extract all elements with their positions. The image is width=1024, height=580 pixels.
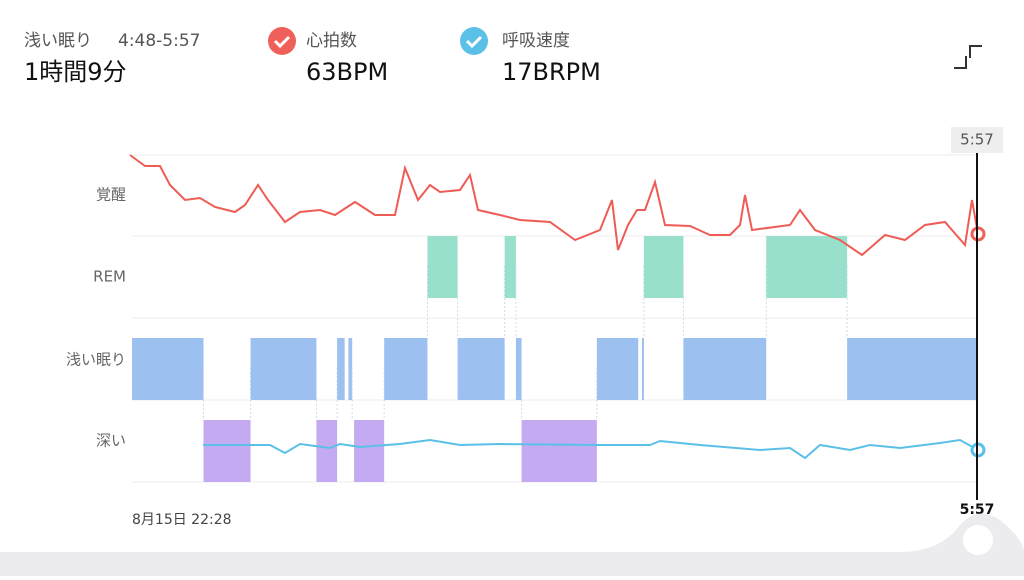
check <box>273 35 291 49</box>
breath-rate-line <box>203 438 979 460</box>
cursor-label: 5:57 <box>960 131 994 149</box>
breath-icon <box>460 27 488 55</box>
stage-block <box>348 338 353 400</box>
stage-block <box>384 338 428 400</box>
stage-block <box>354 420 385 482</box>
time-range: 4:48-5:57 <box>118 31 201 51</box>
stage-block <box>642 338 644 400</box>
scrub-handle[interactable] <box>963 525 993 555</box>
stage-label: REM <box>93 268 126 286</box>
stage-block <box>132 338 204 400</box>
stage-block <box>521 420 597 482</box>
stage-block <box>847 338 977 400</box>
stage-label: 覚醒 <box>96 186 126 204</box>
heart-value: 63BPM <box>306 58 388 86</box>
check <box>465 35 483 49</box>
breath-label: 呼吸速度 <box>502 31 570 51</box>
stage-block <box>457 338 505 400</box>
stage-block <box>316 420 338 482</box>
heart-icon <box>268 27 296 55</box>
heart-label: 心拍数 <box>306 31 357 51</box>
duration: 1時間9分 <box>24 58 127 86</box>
bottom-bar <box>0 513 1024 576</box>
stage-block <box>596 338 639 400</box>
breath-value: 17BRPM <box>502 58 601 86</box>
stage-block <box>250 338 317 400</box>
stage-block <box>337 338 345 400</box>
stage-block <box>504 236 516 298</box>
start-label: 8月15日 22:28 <box>132 512 232 528</box>
collapse-button[interactable] <box>954 45 982 69</box>
stage-block <box>427 236 458 298</box>
cursor-label-bg <box>951 127 1003 153</box>
stage-block <box>683 338 767 400</box>
stage-block <box>643 236 684 298</box>
stage-label: 浅い眠り <box>66 351 126 369</box>
stage-block <box>515 338 522 400</box>
stage-block <box>766 236 848 298</box>
stage-label: 深い <box>96 432 126 450</box>
heart-rate-line <box>129 154 979 257</box>
stage-name: 浅い眠り <box>24 31 92 51</box>
stage-block <box>203 420 251 482</box>
